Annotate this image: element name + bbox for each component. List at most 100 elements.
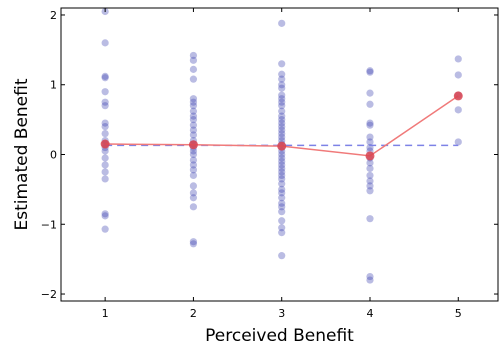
data-point	[278, 129, 286, 138]
data-point	[189, 51, 198, 60]
data-point	[278, 252, 286, 260]
y-tick-label: 1	[50, 79, 57, 92]
x-tick-label: 1	[102, 307, 109, 320]
data-point	[101, 129, 109, 138]
data-point	[101, 225, 109, 233]
data-point	[454, 106, 462, 114]
data-point	[366, 215, 374, 223]
group-mean-point	[453, 91, 463, 101]
data-point	[278, 95, 286, 103]
data-point	[278, 224, 286, 232]
data-point	[278, 189, 286, 197]
data-point	[278, 112, 286, 120]
data-point	[366, 121, 374, 129]
data-point	[278, 175, 286, 183]
x-tick-label: 4	[366, 307, 373, 320]
data-point	[366, 272, 374, 281]
data-point	[278, 75, 286, 83]
data-point	[189, 150, 198, 159]
data-point	[101, 72, 109, 80]
data-point	[366, 119, 374, 127]
data-point	[278, 19, 286, 27]
data-point	[101, 212, 109, 220]
data-point	[189, 189, 198, 197]
data-point	[278, 161, 286, 169]
y-tick-label: −2	[41, 288, 57, 301]
data-point	[101, 88, 109, 96]
data-point	[278, 229, 286, 237]
group-mean-point	[365, 151, 375, 161]
data-point	[278, 122, 286, 131]
data-point	[189, 203, 198, 211]
data-point	[278, 60, 286, 68]
data-point	[366, 67, 374, 75]
data-point	[454, 71, 462, 79]
x-tick-label: 2	[190, 307, 197, 320]
data-point	[278, 208, 286, 216]
data-point	[189, 182, 198, 190]
data-point	[278, 98, 286, 106]
data-point	[366, 182, 374, 190]
data-point	[189, 131, 198, 139]
data-point	[454, 55, 462, 63]
data-point	[366, 100, 374, 108]
data-point	[278, 116, 286, 124]
data-point	[366, 171, 374, 180]
data-point	[189, 194, 198, 202]
data-point	[278, 180, 286, 188]
data-point	[278, 119, 286, 127]
data-point	[189, 75, 198, 83]
data-point	[189, 56, 198, 64]
data-point	[366, 68, 374, 76]
data-point	[366, 187, 374, 195]
data-point	[101, 210, 109, 218]
data-point	[101, 74, 109, 82]
data-point	[366, 276, 374, 284]
data-point	[278, 203, 286, 211]
data-point	[366, 177, 374, 185]
data-point	[189, 161, 198, 169]
y-tick-label: 2	[50, 9, 57, 22]
group-mean-point	[277, 141, 287, 151]
data-point	[189, 240, 198, 248]
y-axis-label: Estimated Benefit	[12, 78, 32, 230]
data-point	[189, 98, 198, 106]
data-point	[278, 70, 286, 78]
y-tick-label: 0	[50, 149, 57, 162]
data-point	[278, 150, 286, 159]
data-point	[366, 89, 374, 97]
data-point	[278, 91, 286, 99]
data-point	[101, 147, 109, 155]
data-point	[278, 171, 286, 180]
data-point	[278, 102, 286, 110]
data-point	[189, 107, 198, 115]
data-point	[189, 166, 198, 174]
data-point	[189, 95, 198, 103]
data-point	[366, 159, 374, 167]
data-point	[189, 65, 198, 73]
data-point	[189, 112, 198, 120]
data-point	[189, 238, 198, 246]
x-axis-label: Perceived Benefit	[205, 326, 354, 346]
data-point	[278, 154, 286, 162]
data-point	[101, 98, 109, 106]
data-point	[366, 133, 374, 141]
data-point	[454, 138, 462, 146]
group-mean-point	[100, 139, 110, 149]
data-point	[189, 102, 198, 110]
data-point	[278, 157, 286, 166]
data-point	[101, 102, 109, 110]
data-point	[189, 147, 198, 155]
data-point	[278, 81, 286, 89]
y-tick-label: −1	[41, 218, 57, 231]
data-point	[189, 126, 198, 134]
data-point	[189, 171, 198, 180]
x-tick-label: 3	[278, 307, 285, 320]
data-point	[278, 164, 286, 173]
data-point	[101, 161, 109, 169]
data-point	[278, 217, 286, 225]
data-point	[278, 133, 286, 141]
data-point	[101, 154, 109, 162]
data-point	[278, 168, 286, 176]
